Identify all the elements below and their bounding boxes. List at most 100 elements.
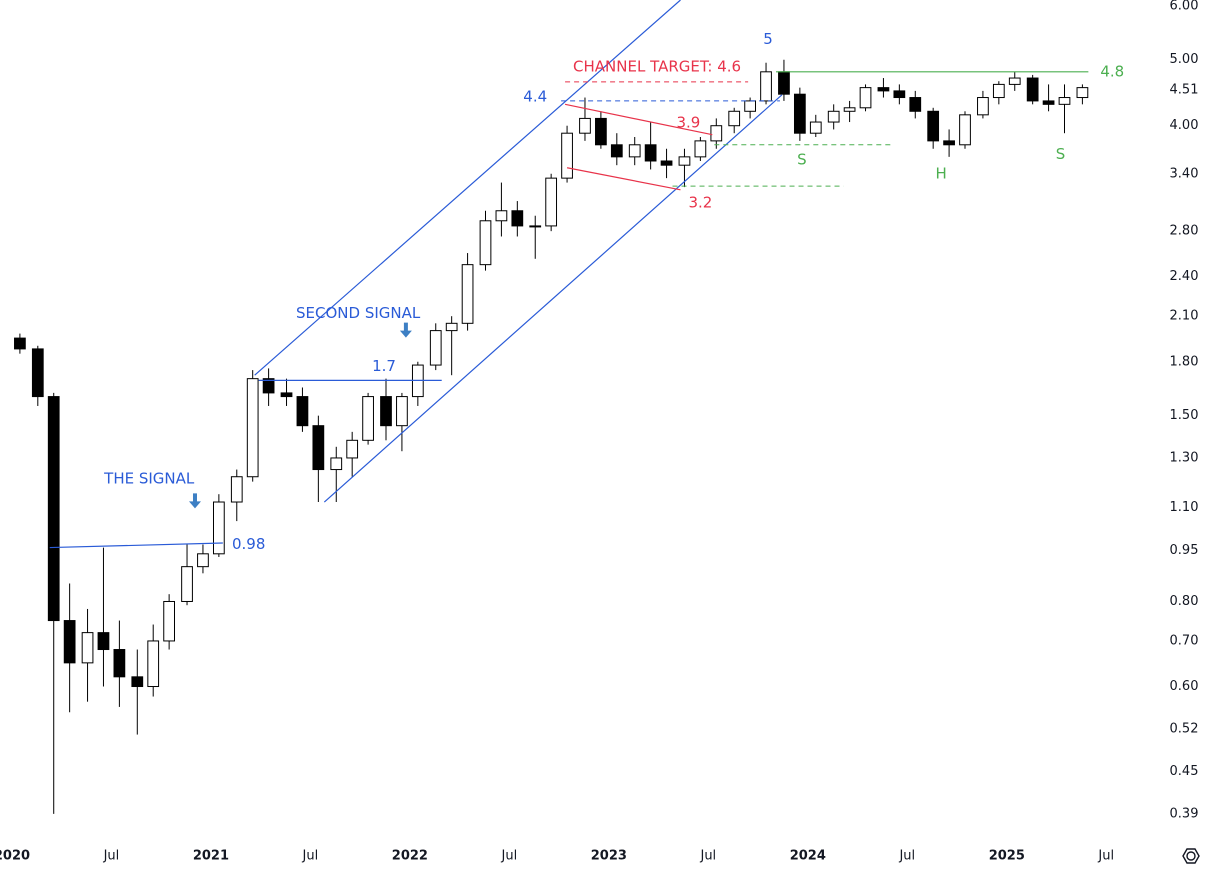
candle-body [113, 649, 126, 678]
candle-body [760, 71, 772, 102]
candle-body [131, 676, 144, 688]
candle-body [429, 330, 442, 366]
candle-body [744, 100, 756, 112]
candle-body [909, 97, 922, 112]
y-tick-label: 4.00 [1170, 118, 1199, 133]
y-tick-label: 0.95 [1170, 543, 1199, 558]
x-tick-label: 2025 [989, 849, 1025, 864]
signal-arrow [399, 322, 412, 338]
y-tick-label: 1.30 [1170, 450, 1199, 465]
candle-body [992, 83, 1005, 99]
candle-body [859, 87, 872, 109]
candle-body [1008, 77, 1021, 85]
candle-body [296, 396, 309, 427]
settings-icon-frame[interactable] [1182, 848, 1200, 864]
y-tick-label: 0.80 [1170, 594, 1199, 609]
candle-body [280, 392, 293, 398]
candle-body [694, 140, 707, 158]
annotation: 3.9 [677, 113, 701, 131]
x-tick-label: 2021 [193, 849, 229, 864]
candle-body [47, 396, 60, 622]
x-tick-label: Jul [501, 849, 518, 864]
y-tick-label: 2.40 [1170, 269, 1199, 284]
candle-body [330, 457, 343, 471]
candle-body [561, 132, 573, 179]
candle-body [461, 264, 474, 324]
annotation: THE SIGNAL [103, 470, 195, 488]
trend-line [564, 103, 713, 136]
candle-body [495, 210, 508, 222]
x-tick-label: Jul [898, 849, 915, 864]
y-tick-label: 4.51 [1170, 83, 1199, 98]
candle-body [246, 378, 259, 478]
candle-body [660, 160, 673, 166]
candle-body [545, 177, 558, 227]
candle-body [959, 114, 971, 146]
candle-body [14, 337, 26, 350]
candle-body [181, 566, 193, 602]
candle-body [628, 144, 641, 158]
annotation: S [797, 151, 807, 169]
candle-body [809, 121, 822, 134]
y-tick-label: 0.52 [1170, 721, 1199, 736]
candle-body [63, 620, 76, 664]
candle-body [346, 439, 359, 459]
candle-body [147, 640, 160, 688]
candle-body [977, 97, 989, 116]
y-tick-label: 0.60 [1170, 679, 1199, 694]
candle-body [312, 425, 325, 471]
annotation: 3.2 [688, 193, 712, 211]
x-tick-label: Jul [699, 849, 716, 864]
annotation: 5 [763, 30, 773, 48]
annotation: S [1056, 145, 1066, 163]
y-tick-label: 2.10 [1170, 309, 1199, 324]
candle-body [197, 553, 209, 568]
y-tick-label: 2.80 [1170, 224, 1199, 239]
x-tick-label: 2023 [591, 849, 627, 864]
candle-body [529, 225, 542, 228]
candle-body [31, 348, 44, 398]
candle-body [877, 87, 890, 92]
candle-body [81, 632, 94, 664]
candle-body [579, 117, 591, 134]
y-tick-label: 3.40 [1170, 166, 1199, 181]
annotation: 4.8 [1100, 62, 1124, 80]
candle-body [511, 210, 524, 227]
annotation: 1.7 [372, 357, 396, 375]
y-tick-label: 0.39 [1170, 806, 1199, 821]
x-tick-label: Jul [302, 849, 319, 864]
trend-line [323, 94, 783, 503]
y-tick-label: 6.00 [1170, 0, 1199, 13]
candle-body [793, 93, 806, 134]
candle-body [843, 107, 856, 112]
candle-body [262, 378, 275, 394]
candle-body [728, 110, 741, 127]
candle-body [1026, 77, 1039, 102]
y-tick-label: 1.10 [1170, 500, 1199, 515]
trend-line [49, 542, 223, 549]
y-tick-label: 1.50 [1170, 408, 1199, 423]
candle-body [362, 396, 374, 441]
x-tick-label: Jul [103, 849, 120, 864]
y-tick-label: 5.00 [1170, 52, 1199, 67]
candle-body [380, 396, 392, 427]
y-tick-label: 0.45 [1170, 764, 1199, 779]
y-tick-label: 1.80 [1170, 354, 1199, 369]
x-tick-label: 2022 [392, 849, 428, 864]
candle-body [163, 600, 175, 642]
trend-line [254, 0, 681, 376]
signal-arrow [188, 493, 201, 509]
candle-body [893, 90, 906, 99]
settings-icon[interactable] [1186, 851, 1196, 861]
annotation: SECOND SIGNAL [296, 304, 421, 322]
candle-body [396, 396, 408, 427]
candle-body [678, 156, 691, 166]
candle-body [595, 117, 607, 146]
annotation: 0.98 [232, 535, 265, 553]
annotation: H [935, 164, 946, 182]
candle-body [230, 476, 243, 503]
candle-body [97, 632, 110, 651]
y-tick-label: 0.70 [1170, 633, 1199, 648]
